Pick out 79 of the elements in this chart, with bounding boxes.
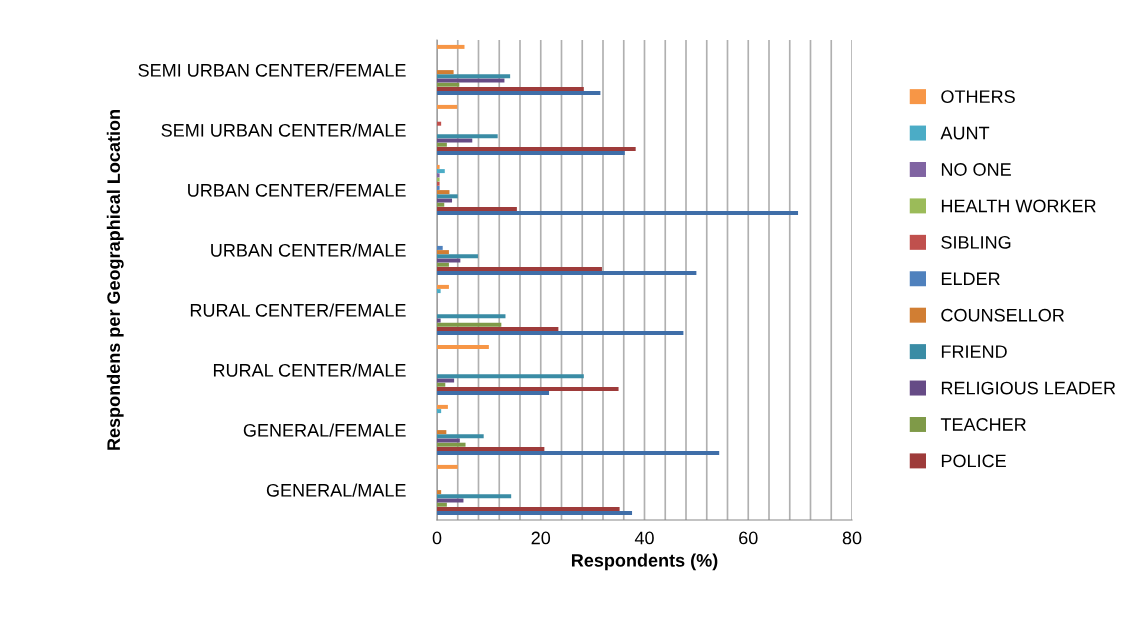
bar <box>437 173 440 178</box>
legend-label: ELDER <box>941 272 1000 285</box>
bar <box>437 382 446 387</box>
bar <box>437 374 584 379</box>
bar <box>437 322 502 327</box>
bar <box>437 284 449 289</box>
x-tick-label: 40 <box>634 531 654 545</box>
y-tick-label: SEMI URBAN CENTER/FEMALE <box>138 63 406 77</box>
bar <box>437 314 506 319</box>
legend-label: SIBLING <box>941 235 1011 249</box>
bar <box>437 490 442 495</box>
bar <box>437 434 484 439</box>
legend-label: RELIGIOUS LEADER <box>941 381 1116 395</box>
bar <box>437 254 478 259</box>
legend-label: FRIEND <box>941 345 1007 358</box>
bar <box>437 74 511 79</box>
y-axis-title: Respondens per Geographical Location <box>106 110 124 450</box>
bar <box>437 331 684 336</box>
bar <box>437 404 448 409</box>
bar <box>437 181 440 186</box>
bar <box>437 511 633 516</box>
bar <box>437 464 458 469</box>
bar <box>437 430 447 435</box>
bar <box>437 121 442 126</box>
bar <box>437 386 619 391</box>
bar <box>437 134 498 139</box>
y-tick-label: GENERAL/FEMALE <box>243 423 406 437</box>
bar <box>437 194 458 199</box>
bar <box>437 391 550 396</box>
bar <box>437 104 458 109</box>
bar <box>437 44 465 49</box>
bar <box>437 91 601 96</box>
x-tick-label: 0 <box>432 531 442 545</box>
x-tick-label: 80 <box>842 531 862 545</box>
bar <box>437 442 466 447</box>
bar <box>437 164 440 169</box>
bar <box>437 250 449 255</box>
bar <box>437 151 625 156</box>
legend-label: NO ONE <box>941 163 1011 176</box>
y-tick-label: RURAL CENTER/FEMALE <box>190 303 406 317</box>
bar <box>437 146 636 151</box>
bar <box>437 70 454 75</box>
legend-label: TEACHER <box>940 418 1026 431</box>
y-tick-label: SEMI URBAN CENTER/MALE <box>161 123 406 137</box>
bar <box>437 190 450 195</box>
y-tick-label: URBAN CENTER/FEMALE <box>188 183 406 197</box>
bar <box>437 494 512 499</box>
x-tick-label: 60 <box>739 531 758 545</box>
bar <box>437 86 584 91</box>
bar <box>437 502 447 507</box>
bar <box>437 177 440 182</box>
legend-label: POLICE <box>941 454 1006 468</box>
y-tick-label: GENERAL/MALE <box>266 483 406 497</box>
legend-label: HEALTH WORKER <box>941 199 1096 213</box>
legend-label: COUNSELLOR <box>941 308 1065 322</box>
bar <box>437 142 447 147</box>
bar <box>437 262 449 267</box>
bar <box>437 506 620 511</box>
bar <box>437 82 460 87</box>
bar <box>437 271 697 276</box>
legend-label: OTHERS <box>941 90 1015 104</box>
bar <box>437 202 445 207</box>
x-axis-title: Respondents (%) <box>571 553 718 571</box>
y-tick-label: URBAN CENTER/MALE <box>211 243 406 257</box>
bar <box>437 169 445 174</box>
x-tick-label: 20 <box>531 531 551 545</box>
bar <box>437 409 442 414</box>
bar <box>437 211 799 216</box>
bar <box>437 245 443 250</box>
y-tick-label: RURAL CENTER/MALE <box>213 363 406 377</box>
bar <box>437 185 440 190</box>
bar <box>437 344 489 349</box>
bar <box>437 326 559 331</box>
bar <box>437 446 545 451</box>
bar <box>437 451 720 456</box>
bar <box>437 206 517 211</box>
legend-label: AUNT <box>940 126 990 140</box>
bar <box>437 266 602 271</box>
bar <box>437 289 441 294</box>
